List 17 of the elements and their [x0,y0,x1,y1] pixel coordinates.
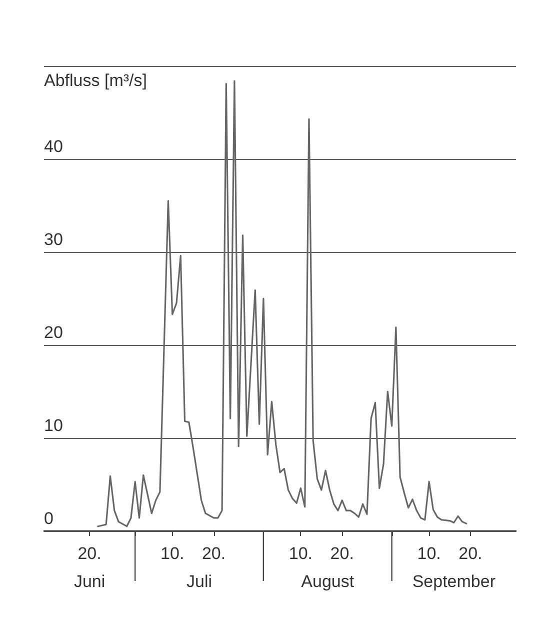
y-tick-label: 10 [44,416,63,435]
x-tick-label: 20. [330,544,354,563]
x-tick-label: 20. [78,544,102,563]
text: Juni [74,572,106,591]
y-tick-label: 40 [44,137,63,156]
y-tick-label: 30 [44,230,63,249]
x-tick-label: 20. [202,544,226,563]
text: September [412,572,496,591]
x-tick-label: 10. [288,544,313,563]
x-tick-label: 10. [160,544,184,563]
text: August [301,572,354,591]
y-tick-label: 0 [44,509,54,528]
y-axis-title: Abfluss [m³/s] [44,71,147,90]
x-tick-label: 10. [417,544,441,563]
text: Juli [186,572,212,591]
y-tick-label: 20 [44,323,63,342]
x-tick-label: 20. [458,544,482,563]
